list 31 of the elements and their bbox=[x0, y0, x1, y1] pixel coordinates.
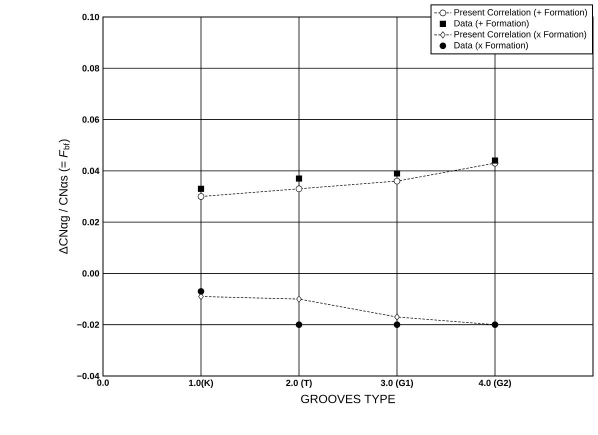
point bbox=[198, 288, 204, 295]
x-tick-label: 4.0 (G2) bbox=[478, 380, 511, 388]
y-tick-label: 0.02 bbox=[82, 218, 100, 226]
point bbox=[198, 186, 204, 192]
y-tick-label: −0.04 bbox=[77, 372, 100, 380]
y-tick-label: 0.06 bbox=[82, 116, 100, 123]
legend-label: Present Correlation (+ Formation) bbox=[454, 8, 587, 18]
y-axis-title: ΔCNαg / CNαs (= F$_{bf}$) bbox=[58, 139, 70, 254]
point bbox=[394, 321, 400, 328]
point bbox=[198, 193, 204, 200]
y-tick-label: −0.02 bbox=[77, 322, 100, 328]
point bbox=[296, 296, 302, 303]
y-tick-label: 0.10 bbox=[82, 14, 100, 20]
legend-label: Present Correlation (x Formation) bbox=[454, 30, 586, 40]
legend-label: Data (x Formation) bbox=[454, 42, 528, 50]
x-tick-label: 2.0 (T) bbox=[286, 380, 312, 388]
x-tick-label: 0.0 bbox=[97, 380, 109, 386]
legend-label: Data (+ Formation) bbox=[454, 20, 529, 28]
point bbox=[296, 321, 302, 328]
x-tick-label: 1.0(K) bbox=[189, 380, 214, 388]
point bbox=[296, 175, 302, 182]
point bbox=[296, 186, 302, 192]
y-tick-label: 0.08 bbox=[82, 65, 100, 72]
x-axis-title: GROOVES TYPE bbox=[301, 394, 395, 404]
y-tick-label: 0.04 bbox=[82, 168, 100, 174]
point bbox=[394, 314, 400, 321]
x-tick-label: 3.0 (G1) bbox=[380, 380, 413, 388]
point bbox=[394, 170, 400, 177]
point bbox=[492, 158, 498, 164]
point bbox=[394, 178, 400, 184]
y-tick-label: 0.00 bbox=[82, 270, 100, 277]
